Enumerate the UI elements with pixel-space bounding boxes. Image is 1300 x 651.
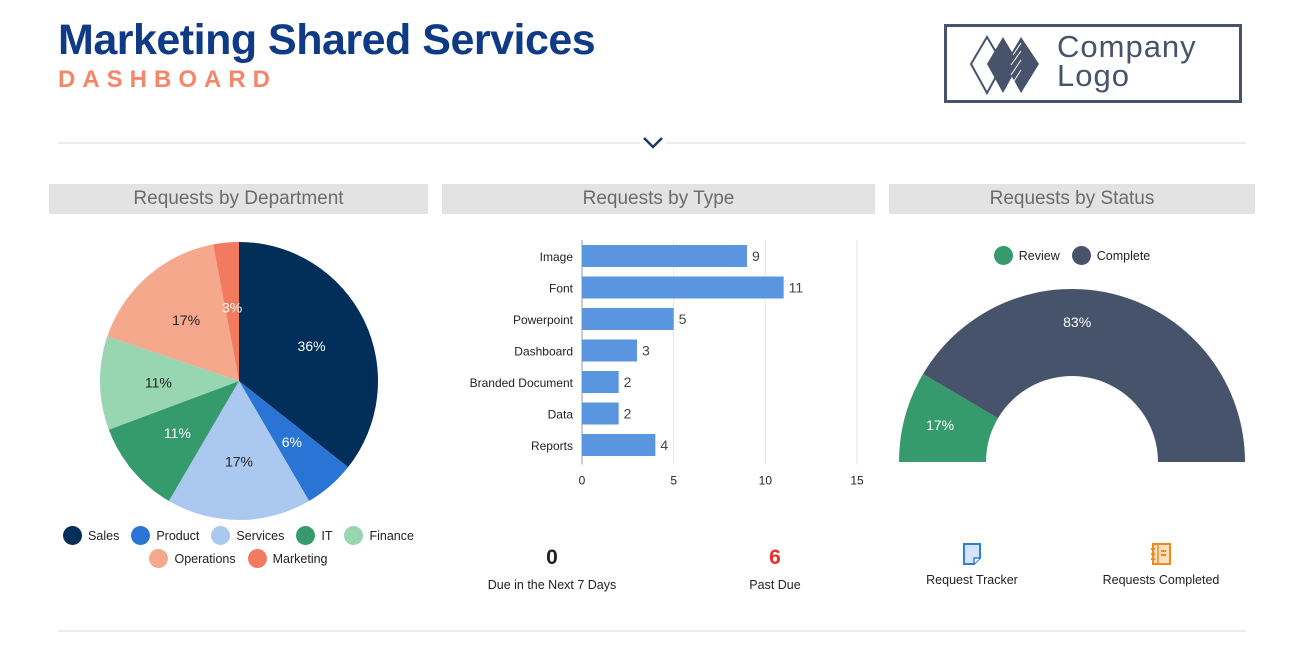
link-label: Request Tracker <box>926 573 1018 587</box>
bar-value-label: 4 <box>660 437 668 453</box>
legend-swatch <box>1071 246 1091 265</box>
gauge-segment-complete <box>923 289 1245 462</box>
bar-value-label: 11 <box>789 280 804 296</box>
pie-data-label: 6% <box>282 434 302 450</box>
panel-header-type: Requests by Type <box>442 184 875 214</box>
pie-slice-marketing <box>213 242 239 381</box>
pie-data-label: 17% <box>225 454 253 470</box>
status-gauge-chart: 17% 83% <box>899 289 1245 462</box>
legend-label: Marketing <box>272 551 328 566</box>
pie-slice-finance <box>100 336 239 430</box>
legend-item[interactable]: Review <box>993 246 1060 265</box>
legend-label: Operations <box>174 551 236 566</box>
legend-item[interactable]: Product <box>131 526 199 545</box>
type-bar-chart: 0 5 10 15 Image 9 Font 11 Powerpoint 5 Dashboard 3 B… <box>470 240 864 488</box>
legend-label: Services <box>236 528 285 543</box>
chevron-down-icon[interactable] <box>640 134 666 150</box>
legend-swatch <box>993 246 1013 265</box>
company-logo: Company Logo <box>944 24 1242 103</box>
legend-item[interactable]: Operations <box>149 549 236 568</box>
x-tick-label: 5 <box>670 474 677 488</box>
pie-data-label: 36% <box>298 338 326 354</box>
pie-slice-product <box>239 381 349 502</box>
legend-swatch <box>149 549 169 568</box>
kpi-label: Due in the Next 7 Days <box>487 578 617 592</box>
link-label: Requests Completed <box>1102 573 1220 587</box>
bar-value-label: 9 <box>752 248 760 264</box>
x-tick-label: 0 <box>579 474 586 488</box>
legend-swatch <box>296 526 316 545</box>
kpi-value: 0 <box>546 546 558 569</box>
legend-swatch <box>344 526 364 545</box>
legend-item[interactable]: Services <box>211 526 284 545</box>
legend-item[interactable]: IT <box>296 526 332 545</box>
bar <box>582 402 619 425</box>
legend-item[interactable]: Complete <box>1071 246 1151 265</box>
department-legend: Sales Product Services IT Finance Operations M… <box>49 526 428 568</box>
legend-swatch <box>131 526 151 545</box>
page-title: Marketing Shared Services <box>58 16 596 64</box>
kpi-due-next-7-days: 0 Due in the Next 7 Days <box>452 546 652 592</box>
kpi-value: 6 <box>769 546 781 569</box>
requests-completed-link[interactable]: Requests Completed <box>1061 542 1261 587</box>
pie-data-label: 11% <box>164 425 191 441</box>
logo-text: Logo <box>1057 58 1130 93</box>
document-icon <box>963 543 981 565</box>
pie-data-label: 11% <box>145 374 172 390</box>
bar <box>582 276 784 299</box>
legend-label: Review <box>1018 248 1060 263</box>
pie-data-label: 3% <box>222 300 242 316</box>
notebook-icon <box>1151 543 1171 565</box>
kpi-past-due: 6 Past Due <box>675 546 875 592</box>
divider <box>58 630 1246 632</box>
legend-label: Product <box>156 528 200 543</box>
legend-label: Finance <box>369 528 414 543</box>
y-tick-label: Branded Document <box>470 376 574 390</box>
pie-slice-operations <box>107 244 240 381</box>
legend-item[interactable]: Finance <box>344 526 414 545</box>
gauge-data-label: 83% <box>1063 314 1091 330</box>
bar-value-label: 5 <box>679 311 687 327</box>
bar <box>582 434 656 456</box>
pie-data-label: 17% <box>172 312 200 328</box>
status-legend: Review Complete <box>889 246 1255 265</box>
pie-slice-it <box>108 381 239 502</box>
y-tick-label: Image <box>540 250 574 264</box>
legend-label: Complete <box>1096 248 1151 263</box>
y-tick-label: Dashboard <box>514 345 573 359</box>
kpi-label: Past Due <box>749 578 801 592</box>
page-subtitle: DASHBOARD <box>58 66 277 93</box>
y-tick-label: Font <box>549 282 574 296</box>
y-tick-label: Data <box>548 408 574 422</box>
legend-swatch <box>211 526 231 545</box>
bar-value-label: 3 <box>642 343 650 359</box>
legend-item[interactable]: Marketing <box>247 549 328 568</box>
panel-header-status: Requests by Status <box>889 184 1255 214</box>
gauge-segment-review <box>899 373 998 462</box>
gauge-data-label: 17% <box>926 417 954 433</box>
bar <box>582 245 747 267</box>
bar-value-label: 2 <box>624 406 632 422</box>
request-tracker-link[interactable]: Request Tracker <box>872 542 1072 587</box>
pie-slice-sales <box>239 242 378 468</box>
legend-label: Sales <box>88 528 120 543</box>
legend-swatch <box>63 526 83 545</box>
legend-swatch <box>247 549 267 568</box>
legend-label: IT <box>321 528 333 543</box>
logo-text: Company <box>1057 29 1197 64</box>
department-pie-chart: 36% 6% 17% 11% 11% 17% 3% <box>100 242 378 520</box>
panel-header-department: Requests by Department <box>49 184 428 214</box>
logo-diamonds-icon <box>969 35 1039 95</box>
y-tick-label: Powerpoint <box>513 313 574 327</box>
pie-slice-services <box>168 381 310 520</box>
bar-value-label: 2 <box>624 374 632 390</box>
x-tick-label: 10 <box>759 474 773 488</box>
bar <box>582 339 637 362</box>
bar <box>582 371 619 393</box>
x-tick-label: 15 <box>850 474 864 488</box>
bar <box>582 308 674 330</box>
y-tick-label: Reports <box>531 439 573 453</box>
legend-item[interactable]: Sales <box>63 526 119 545</box>
